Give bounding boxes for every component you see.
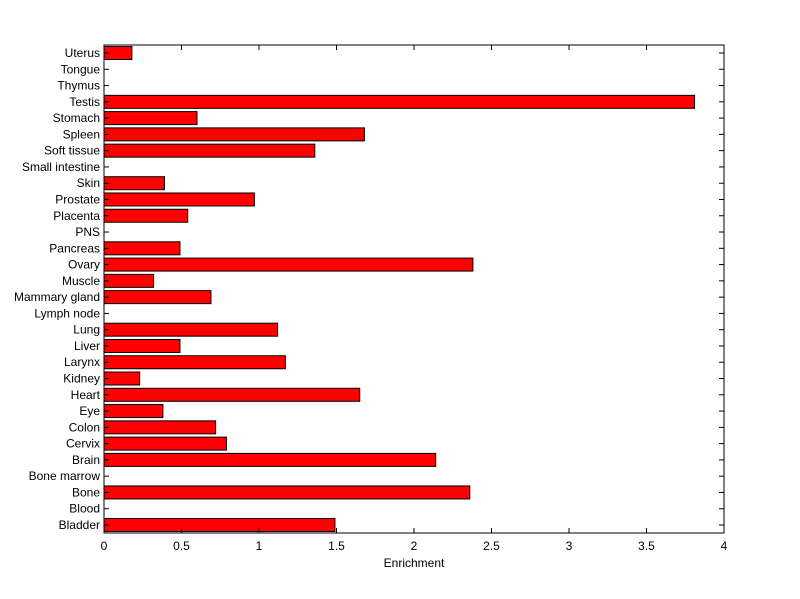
bar-larynx	[103, 355, 286, 370]
y-tick-label: Spleen	[63, 127, 100, 141]
bar-skin	[103, 176, 165, 191]
bar-testis	[103, 94, 696, 109]
y-tick-label: PNS	[75, 225, 100, 239]
x-tick-label: 3	[566, 539, 573, 553]
y-tick-label: Small intestine	[22, 160, 100, 174]
y-tick-label: Colon	[69, 420, 100, 434]
bar-liver	[103, 338, 181, 353]
y-tick-label: Thymus	[57, 79, 100, 93]
y-tick-label: Lung	[73, 323, 100, 337]
y-tick-label: Prostate	[55, 192, 100, 206]
y-tick-label: Pancreas	[49, 241, 100, 255]
y-tick-label: Cervix	[66, 437, 100, 451]
bar-colon	[103, 420, 217, 435]
bar-eye	[103, 404, 164, 419]
x-tick-label: 2.5	[483, 539, 500, 553]
plot-frame	[103, 44, 725, 534]
y-tick-label: Heart	[71, 388, 101, 402]
x-tick-label: 1.5	[328, 539, 345, 553]
y-tick-label: Testis	[69, 95, 100, 109]
y-tick-label: Brain	[72, 453, 100, 467]
y-tick-label: Placenta	[53, 209, 100, 223]
y-tick-label: Muscle	[62, 274, 100, 288]
bar-spleen	[103, 127, 365, 142]
y-tick-label: Uterus	[65, 46, 100, 60]
y-tick-label: Blood	[69, 502, 100, 516]
y-tick-label: Stomach	[53, 111, 100, 125]
x-tick-label: 3.5	[638, 539, 655, 553]
bar-placenta	[103, 208, 189, 223]
x-tick-label: 4	[721, 539, 728, 553]
axis-ticks	[103, 45, 725, 533]
bar-ovary	[103, 257, 474, 272]
bar-muscle	[103, 273, 155, 288]
bar-bone	[103, 485, 471, 500]
y-tick-label: Bladder	[59, 518, 100, 532]
bar-brain	[103, 452, 437, 467]
bar-prostate	[103, 192, 255, 207]
plot-area	[104, 45, 724, 533]
x-tick-label: 2	[411, 539, 418, 553]
bar-bladder	[103, 518, 336, 532]
y-tick-label: Bone marrow	[29, 469, 101, 483]
x-axis-title: Enrichment	[384, 556, 445, 570]
x-tick-labels: 0 0.5 1 1.5 2 2.5 3 3.5 4	[101, 539, 728, 553]
y-tick-label: Bone	[72, 485, 100, 499]
bar-kidney	[103, 371, 141, 386]
y-tick-labels: Bladder Blood Bone Bone marrow Brain Cervix Co…	[14, 46, 101, 532]
bar-heart	[103, 387, 361, 402]
x-tick-label: 0.5	[173, 539, 190, 553]
bar-soft-tissue	[103, 143, 316, 158]
x-tick-label: 1	[256, 539, 263, 553]
bar-mammary-gland	[103, 290, 212, 305]
y-tick-label: Soft tissue	[44, 144, 100, 158]
bar-pancreas	[103, 241, 181, 256]
y-tick-label: Tongue	[61, 62, 101, 76]
bar-cervix	[103, 436, 227, 451]
y-tick-label: Liver	[74, 339, 100, 353]
y-tick-label: Eye	[79, 404, 100, 418]
y-tick-label: Kidney	[63, 372, 100, 386]
x-tick-label: 0	[101, 539, 108, 553]
bar-lung	[103, 322, 279, 337]
bar-stomach	[103, 111, 198, 126]
y-tick-label: Ovary	[68, 258, 100, 272]
y-tick-label: Lymph node	[34, 306, 100, 320]
y-tick-label: Larynx	[64, 355, 100, 369]
y-tick-label: Skin	[77, 176, 100, 190]
y-tick-label: Mammary gland	[14, 290, 100, 304]
